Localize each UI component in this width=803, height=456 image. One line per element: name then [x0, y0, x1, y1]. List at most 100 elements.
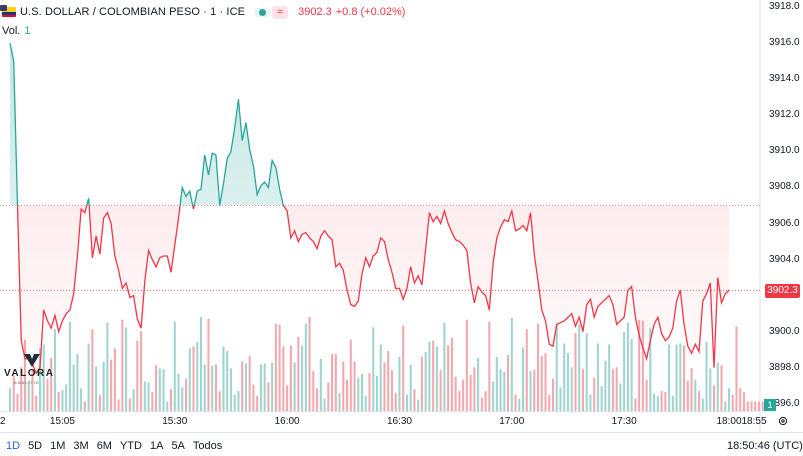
time-tick-label: 16:30 — [386, 416, 412, 427]
volume-bar — [503, 372, 506, 411]
volume-bar — [263, 363, 266, 411]
volume-bar — [398, 356, 401, 411]
price-tick-label: 3898.0 — [769, 361, 800, 373]
volume-bar — [218, 391, 221, 411]
range-button-5d[interactable]: 5D — [28, 440, 43, 452]
volume-bar — [91, 329, 94, 411]
volume-bar — [20, 367, 23, 411]
volume-bar — [653, 393, 656, 411]
volume-bar — [162, 369, 165, 411]
volume-bar — [596, 343, 599, 411]
volume-bar — [27, 380, 30, 411]
time-tick-label: 17:30 — [611, 416, 637, 427]
range-button-1a[interactable]: 1A — [149, 440, 164, 452]
volume-bar — [72, 364, 75, 411]
volume-bar — [462, 379, 465, 411]
volume-bar — [42, 344, 45, 411]
volume-bar — [570, 367, 573, 411]
volume-bar — [237, 391, 240, 411]
price-tick-label: 3918.0 — [769, 1, 800, 13]
volume-bar — [754, 401, 757, 411]
volume-bar — [125, 327, 128, 411]
volume-bar — [31, 370, 34, 411]
volume-bar — [271, 362, 274, 411]
volume-bar — [143, 381, 146, 411]
volume-bar — [701, 398, 704, 411]
volume-bar — [199, 316, 203, 411]
market-status-badge[interactable] — [255, 7, 271, 17]
volume-bar — [113, 348, 116, 411]
volume-bar — [649, 328, 652, 411]
range-button-todos[interactable]: Todos — [192, 440, 223, 452]
price-tick-label: 3896.0 — [769, 397, 800, 409]
volume-bar — [346, 379, 349, 411]
range-button-6m[interactable]: 6M — [96, 440, 112, 452]
volume-bar — [409, 364, 412, 411]
range-button-3m[interactable]: 3M — [73, 440, 89, 452]
volume-bar — [559, 387, 562, 411]
volume-bar — [375, 375, 379, 411]
volume-bar — [484, 391, 487, 411]
volume-bar — [308, 316, 311, 411]
volume-bar — [428, 341, 431, 411]
volume-bar — [746, 401, 749, 411]
logo-text: VALORA — [4, 368, 55, 379]
volume-bar — [544, 353, 547, 411]
volume-bar — [566, 353, 569, 411]
volume-bar — [525, 329, 528, 411]
volume-bar — [694, 379, 697, 411]
volume-bar — [256, 395, 259, 411]
volume-bar — [417, 399, 420, 411]
volume-bar — [656, 395, 659, 411]
volume-bar — [259, 364, 262, 411]
volume-bar — [274, 323, 277, 411]
symbol-title[interactable]: U.S. DOLLAR / COLOMBIAN PESO · 1 · ICE — [20, 6, 246, 18]
volume-bar — [581, 369, 584, 411]
volume-bar — [626, 322, 629, 411]
volume-bar — [522, 347, 525, 411]
volume-bar — [623, 332, 626, 411]
volume-bar — [241, 361, 244, 411]
volume-bar — [278, 324, 281, 411]
volume-bar — [507, 354, 510, 411]
utc-clock[interactable]: 18:50:46 (UTC) — [727, 440, 803, 452]
volume-bar — [244, 363, 247, 411]
axis-settings-icon[interactable] — [778, 416, 788, 426]
logo-mark-icon — [24, 354, 40, 367]
volume-bar — [110, 359, 113, 411]
price-chart[interactable] — [0, 0, 803, 432]
range-button-1m[interactable]: 1M — [50, 440, 66, 452]
range-button-5a[interactable]: 5A — [171, 440, 185, 452]
header-change: +0.8 (+0.02%) — [335, 6, 406, 18]
price-tick-label: 3914.0 — [769, 73, 800, 85]
time-tick-label: 15:30 — [162, 416, 188, 427]
compare-icon[interactable]: ≈ — [272, 5, 289, 19]
volume-bar — [188, 348, 191, 411]
volume-bar — [664, 392, 667, 411]
volume-bar — [480, 397, 483, 411]
volume-bar — [757, 401, 760, 411]
volume-bar — [87, 343, 90, 411]
volume-bar — [615, 367, 618, 411]
range-button-1d[interactable]: 1D — [6, 440, 21, 452]
volume-bar — [184, 378, 188, 411]
volume-bar — [473, 367, 476, 411]
volume-bar — [158, 368, 161, 411]
volume-bar — [645, 379, 648, 411]
volume-bar — [177, 373, 180, 411]
volume-bar — [293, 362, 296, 411]
time-axis-edge-label: 2 — [0, 416, 6, 427]
volume-bar — [465, 319, 468, 411]
volume-bar — [529, 371, 532, 411]
volume-bar — [181, 387, 184, 411]
volume-bar — [608, 344, 611, 411]
volume-bar — [634, 398, 637, 411]
currency-flag-icon — [0, 5, 16, 17]
range-button-ytd[interactable]: YTD — [119, 440, 142, 452]
volume-bar — [334, 354, 337, 411]
volume-bar — [192, 346, 195, 411]
market-open-dot-icon — [259, 8, 267, 16]
volume-bar — [630, 338, 633, 411]
volume-legend[interactable]: Vol. 1 — [2, 25, 30, 37]
volume-bar — [301, 345, 304, 411]
